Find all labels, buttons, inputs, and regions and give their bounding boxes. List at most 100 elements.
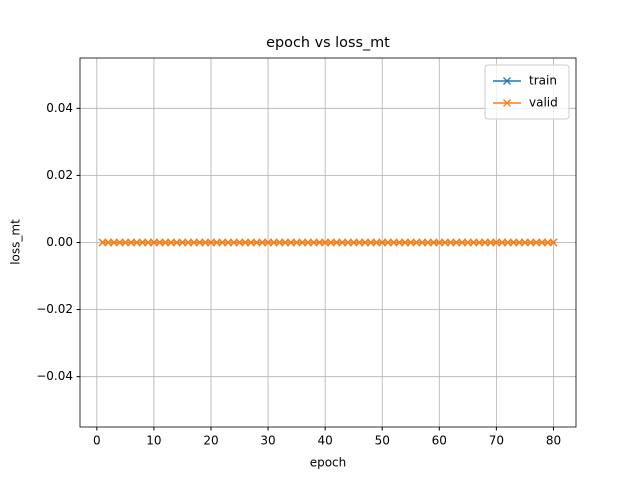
x-tick-label: 10 xyxy=(146,434,161,448)
x-tick-label: 40 xyxy=(318,434,333,448)
y-tick-label: −0.02 xyxy=(36,302,73,316)
x-tick-label: 50 xyxy=(375,434,390,448)
marker xyxy=(509,238,518,247)
axes-frame xyxy=(79,57,577,428)
x-tick-label: 30 xyxy=(260,434,275,448)
marker xyxy=(292,238,301,247)
marker xyxy=(218,238,227,247)
marker xyxy=(458,238,467,247)
marker xyxy=(383,238,392,247)
marker xyxy=(167,238,175,247)
marker xyxy=(246,238,255,247)
marker xyxy=(435,238,444,247)
marker xyxy=(309,238,318,247)
marker xyxy=(212,238,221,247)
marker xyxy=(475,238,484,247)
marker xyxy=(195,238,204,247)
marker xyxy=(286,238,295,247)
marker xyxy=(184,238,193,247)
marker xyxy=(452,238,461,247)
marker xyxy=(241,238,250,247)
chart-title: epoch vs loss_mt xyxy=(266,35,390,51)
marker xyxy=(258,238,267,247)
marker xyxy=(406,238,415,247)
legend-marker xyxy=(503,77,511,85)
marker xyxy=(264,238,273,247)
marker xyxy=(201,238,210,247)
marker xyxy=(423,238,432,247)
marker xyxy=(321,238,330,247)
marker xyxy=(481,238,489,247)
marker xyxy=(98,238,107,247)
marker xyxy=(395,238,404,247)
marker xyxy=(498,238,507,247)
marker xyxy=(189,238,198,247)
marker xyxy=(469,238,478,247)
marker xyxy=(235,238,244,247)
marker xyxy=(441,238,449,247)
marker xyxy=(520,238,529,247)
marker xyxy=(366,238,375,247)
y-tick-label: 0.00 xyxy=(46,235,73,249)
marker xyxy=(127,238,136,247)
marker xyxy=(338,238,347,247)
marker xyxy=(538,238,546,247)
marker xyxy=(207,238,215,247)
marker xyxy=(446,238,455,247)
marker xyxy=(178,238,187,247)
marker xyxy=(326,238,335,247)
marker xyxy=(281,238,290,247)
marker xyxy=(269,238,278,247)
marker xyxy=(224,238,233,247)
marker xyxy=(549,238,558,247)
marker xyxy=(252,238,261,247)
marker xyxy=(149,238,158,247)
marker xyxy=(304,238,312,247)
marker xyxy=(412,238,421,247)
marker xyxy=(349,238,358,247)
marker xyxy=(463,238,472,247)
y-tick-label: −0.04 xyxy=(36,369,73,383)
marker xyxy=(144,238,153,247)
y-tick-label: 0.04 xyxy=(46,101,73,115)
x-tick-label: 70 xyxy=(489,434,504,448)
marker xyxy=(503,238,512,247)
marker xyxy=(361,238,370,247)
y-tick-label: 0.02 xyxy=(46,168,73,182)
marker xyxy=(161,238,170,247)
x-axis-label: epoch xyxy=(310,456,347,470)
x-tick-label: 20 xyxy=(203,434,218,448)
marker xyxy=(401,238,410,247)
marker xyxy=(298,238,307,247)
marker xyxy=(172,238,181,247)
x-tick-label: 80 xyxy=(546,434,561,448)
marker xyxy=(155,238,164,247)
x-tick-label: 60 xyxy=(432,434,447,448)
marker xyxy=(543,238,552,247)
legend-marker xyxy=(503,99,511,107)
marker xyxy=(378,238,387,247)
legend-box xyxy=(484,64,570,120)
marker xyxy=(344,238,352,247)
marker xyxy=(275,238,284,247)
marker xyxy=(532,238,541,247)
y-axis-label: loss_mt xyxy=(9,219,23,265)
marker xyxy=(486,238,495,247)
marker xyxy=(526,238,535,247)
marker xyxy=(315,238,324,247)
marker xyxy=(121,238,130,247)
x-tick-label: 0 xyxy=(93,434,101,448)
legend-label: train xyxy=(529,74,557,88)
marker xyxy=(110,238,118,247)
legend-label: valid xyxy=(529,96,558,110)
marker xyxy=(418,238,427,247)
marker xyxy=(429,238,438,247)
marker xyxy=(355,238,364,247)
legend: train valid xyxy=(484,64,570,120)
marker xyxy=(132,238,141,247)
marker xyxy=(115,238,124,247)
marker xyxy=(515,238,524,247)
marker xyxy=(138,238,147,247)
marker xyxy=(104,238,113,247)
